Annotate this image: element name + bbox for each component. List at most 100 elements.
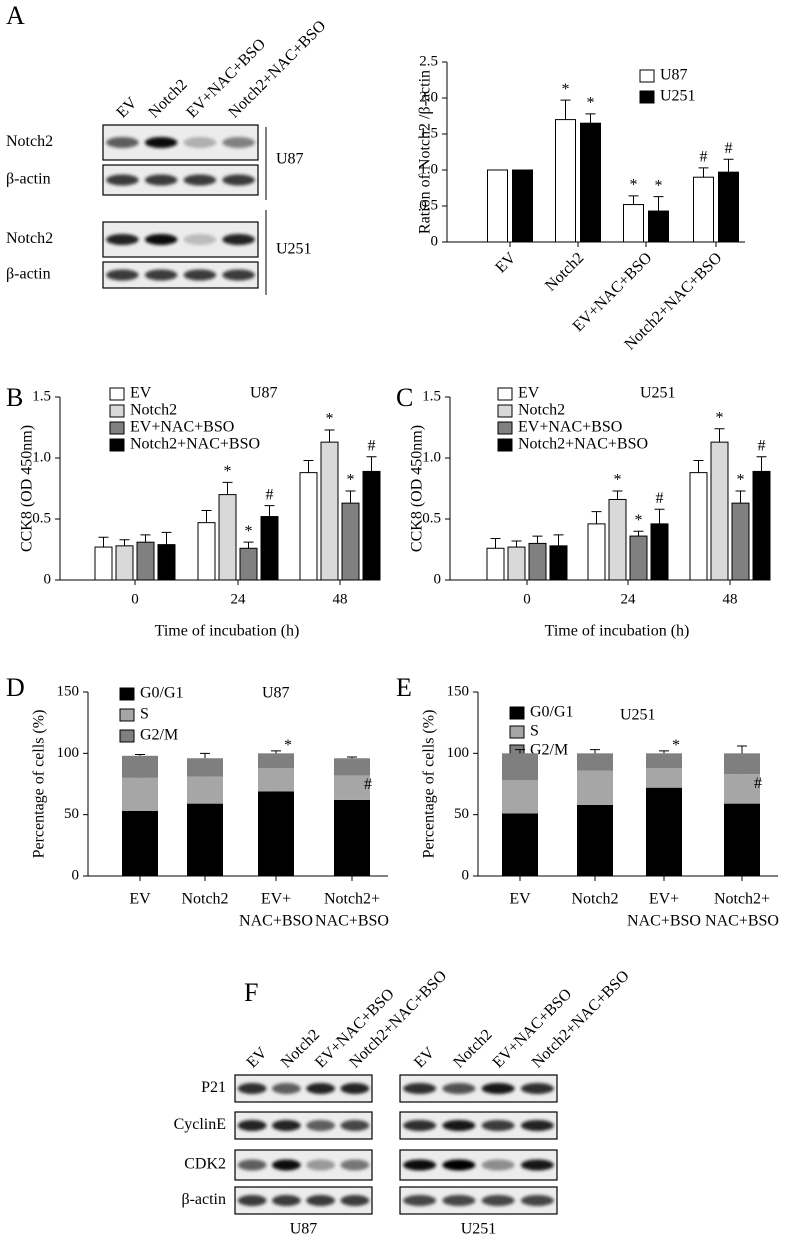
error-bar xyxy=(345,490,356,504)
bar-segment xyxy=(187,758,223,777)
bar-segment xyxy=(187,803,223,876)
y-axis-label: Ration of Notch2 /β-actin xyxy=(417,70,434,234)
x-tick-label: NAC+BSO xyxy=(315,913,389,930)
x-tick-label: 48 xyxy=(723,591,738,607)
significance-marker: * xyxy=(672,737,680,754)
x-tick-label: Notch2+ xyxy=(324,891,380,908)
band xyxy=(271,1120,301,1131)
bar xyxy=(528,542,547,581)
error-bar xyxy=(271,750,281,754)
error-bar xyxy=(585,113,596,124)
cell-label: U251 xyxy=(461,1221,497,1238)
row-label: β-actin xyxy=(6,171,51,188)
x-axis-label: Time of incubation (h) xyxy=(155,623,300,640)
band xyxy=(183,137,217,148)
legend-label: G0/G1 xyxy=(140,685,184,702)
significance-marker: # xyxy=(266,486,274,503)
bar-segment xyxy=(258,768,294,792)
legend-swatch xyxy=(509,706,525,720)
bar-segment xyxy=(122,755,158,778)
bar xyxy=(218,494,237,581)
legend-label: Notch2 xyxy=(130,402,177,419)
error-bar xyxy=(735,490,746,504)
error-bar xyxy=(532,535,543,544)
error-bar xyxy=(243,541,254,549)
band xyxy=(520,1159,554,1171)
error-bar xyxy=(222,481,233,495)
error-bar xyxy=(347,756,357,759)
panel-letter: F xyxy=(244,978,258,1007)
error-bar xyxy=(324,429,335,443)
y-tick-label: 1.0 xyxy=(32,449,51,465)
y-tick-label: 1.0 xyxy=(422,449,441,465)
x-tick-label: NAC+BSO xyxy=(239,913,313,930)
lane-label: EV xyxy=(113,94,140,121)
legend-swatch xyxy=(119,708,135,722)
band xyxy=(442,1195,476,1206)
band xyxy=(183,234,217,245)
legend-swatch xyxy=(639,90,655,104)
significance-marker: # xyxy=(754,775,762,792)
band xyxy=(222,234,255,245)
row-label: CyclinE xyxy=(174,1116,226,1133)
y-tick-label: 0 xyxy=(462,867,470,883)
band xyxy=(481,1120,515,1131)
y-tick-label: 1.5 xyxy=(419,125,438,141)
y-tick-label: 150 xyxy=(57,683,80,699)
significance-marker: * xyxy=(630,177,638,194)
legend-label: U251 xyxy=(660,88,696,105)
significance-marker: # xyxy=(364,776,372,793)
y-tick-label: 100 xyxy=(447,745,470,761)
significance-marker: * xyxy=(614,472,622,489)
band xyxy=(442,1159,476,1171)
bar xyxy=(731,502,750,581)
x-tick-label: EV+ xyxy=(261,891,291,908)
bar-segment xyxy=(577,753,613,771)
legend-swatch xyxy=(497,387,513,401)
legend-swatch xyxy=(109,421,125,435)
row-label: β-actin xyxy=(181,1191,226,1208)
row-label: Notch2 xyxy=(6,133,53,150)
band xyxy=(144,174,178,186)
panel-letter: B xyxy=(6,383,23,412)
band xyxy=(237,1120,267,1131)
lane-label: EV xyxy=(411,1044,438,1071)
bar xyxy=(752,470,771,581)
bar xyxy=(320,441,339,581)
bar xyxy=(486,547,505,581)
y-tick-label: 50 xyxy=(64,806,79,822)
bar-segment xyxy=(502,780,538,814)
subtitle: U87 xyxy=(262,685,290,702)
subtitle: U251 xyxy=(620,707,656,724)
y-tick-label: 50 xyxy=(454,806,469,822)
error-bar xyxy=(119,539,130,546)
panel-letter: D xyxy=(6,673,25,702)
error-bar xyxy=(264,505,275,517)
x-tick-label: 24 xyxy=(231,591,247,607)
significance-marker: # xyxy=(656,490,664,507)
panel-letter: E xyxy=(396,673,412,702)
significance-marker: # xyxy=(725,140,733,157)
x-tick-label: 0 xyxy=(523,591,531,607)
error-bar xyxy=(553,534,564,546)
error-bar xyxy=(135,754,145,756)
y-axis-label: CCK8 (OD 450nm) xyxy=(409,425,426,552)
bar xyxy=(549,545,568,581)
significance-marker: * xyxy=(347,472,355,489)
error-bar xyxy=(590,749,600,754)
error-bar xyxy=(693,459,704,473)
error-bar xyxy=(653,196,664,212)
legend-label: G0/G1 xyxy=(530,704,574,721)
bar xyxy=(260,516,279,581)
x-tick-label: NAC+BSO xyxy=(705,913,779,930)
error-bar xyxy=(140,534,151,543)
bar xyxy=(710,441,729,581)
x-tick-label: EV+ xyxy=(649,891,679,908)
x-tick-label: Notch2+ xyxy=(714,891,770,908)
error-bar xyxy=(161,531,172,545)
bar xyxy=(608,498,627,581)
legend-swatch xyxy=(639,69,655,83)
bar xyxy=(629,535,648,581)
error-bar xyxy=(511,540,522,548)
y-axis-label: Percentage of cells (%) xyxy=(31,710,48,859)
